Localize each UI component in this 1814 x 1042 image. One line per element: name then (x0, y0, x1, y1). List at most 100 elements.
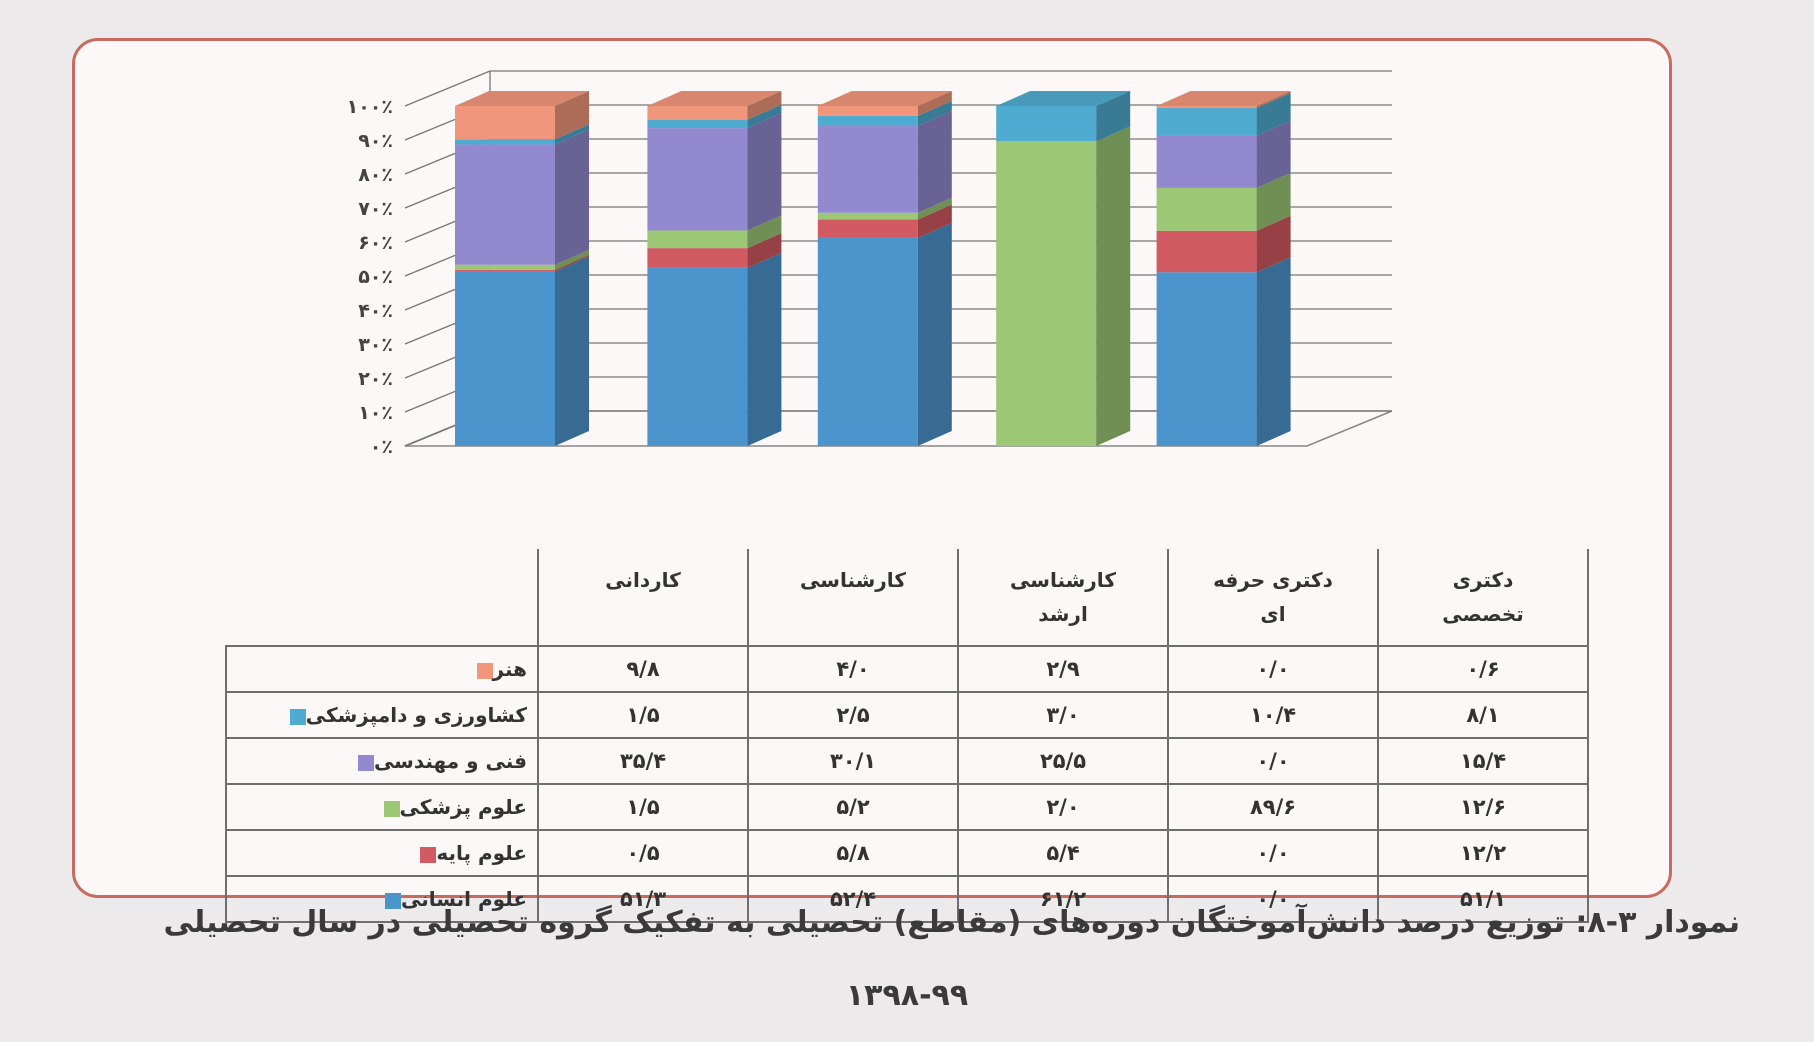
legend-label: فنی و مهندسی (373, 749, 527, 773)
y-tick-label: ۶۰٪ (358, 232, 393, 254)
y-tick-label: ۹۰٪ (358, 130, 393, 152)
bar-segment (817, 126, 918, 213)
bar-segment-side (917, 91, 952, 116)
table-cell-value: ۰/۶ (1377, 645, 1589, 693)
table-cell-value: ۱/۵ (537, 691, 749, 739)
bar-segment-side (555, 124, 589, 145)
table-cell-value: ۲/۹ (957, 645, 1169, 693)
table-cell-value: ۸/۱ (1377, 691, 1589, 739)
table-cell-value: ۱/۵ (537, 783, 749, 831)
y-tick-label: ۸۰٪ (358, 164, 393, 186)
table-cell-value: ۳۵/۴ (537, 737, 749, 785)
bar-segment (455, 264, 555, 270)
bar-segment (647, 128, 748, 231)
table-cell-value: ۰/۰ (1167, 645, 1379, 693)
table-cell-value: ۲/۰ (957, 783, 1169, 831)
legend-swatch (383, 800, 400, 817)
bar-segment-side (747, 252, 782, 446)
bar-top (1156, 91, 1291, 106)
y-tick-label: ۲۰٪ (358, 368, 393, 390)
legend-cell: فنی و مهندسی (225, 737, 539, 785)
bar-segment-side (1256, 257, 1291, 446)
category-header: کارشناسی (747, 549, 959, 647)
category-label: دکتری (1452, 568, 1514, 592)
legend-label: علوم پزشکی (399, 795, 527, 819)
bar-segment-side (917, 197, 952, 220)
bar-segment-side (555, 256, 589, 446)
bar-segment (647, 106, 748, 120)
bar-segment-side (917, 204, 952, 238)
bar-segment-side (1256, 91, 1291, 109)
table-cell-value: ۳۰/۱ (747, 737, 959, 785)
table-cell-value: ۵۱/۱ (1377, 875, 1589, 923)
stacked-bar-chart: ۰٪ ۱۰٪ ۲۰٪ ۳۰٪ ۴۰٪ ۵۰٪ ۶۰٪ ۷۰٪ ۸۰٪ ۹۰٪ ۱۰۰٪ (347, 70, 1393, 458)
bar-segment-side (747, 113, 782, 231)
table-row: علوم پزشکی ۱/۵ ۵/۲ ۲/۰ ۸۹/۶ ۱۲/۶ (225, 783, 1589, 831)
y-tick-label: ۱۰۰٪ (347, 96, 393, 118)
category-label: کارشناسی (800, 568, 906, 592)
table-cell-value: ۱۲/۶ (1377, 783, 1589, 831)
table-row: هنر ۹/۸ ۴/۰ ۲/۹ ۰/۰ ۰/۶ (225, 645, 1589, 693)
bar-segment (817, 219, 918, 238)
bar-segment-side (1256, 215, 1291, 273)
bar-segment-side (747, 233, 782, 268)
bar-segment (817, 212, 918, 220)
category-header: دکتری تخصصی (1377, 549, 1589, 647)
bar-segment (817, 115, 918, 127)
category-header: کاردانی (537, 549, 749, 647)
y-tick-label: ۷۰٪ (358, 198, 393, 220)
bar-segment (1156, 135, 1257, 188)
table-cell-value: ۲/۵ (747, 691, 959, 739)
bar-segment (1156, 106, 1257, 109)
bar-segment (817, 106, 918, 116)
bar-segment (817, 237, 918, 446)
category-header: کارشناسی ارشد (957, 549, 1169, 647)
legend-swatch (420, 846, 437, 863)
table-cell-value: ۰/۰ (1167, 829, 1379, 877)
bar-segment (455, 139, 555, 145)
category-label: دکتری حرفه (1213, 568, 1333, 592)
table-cell-value: ۴/۰ (747, 645, 959, 693)
bar-segment-side (1256, 172, 1291, 231)
legend-swatch (357, 754, 374, 771)
legend-swatch (385, 892, 402, 909)
table-cell-value: ۹/۸ (537, 645, 749, 693)
bar-segment-side (1256, 120, 1291, 188)
bar-segment-side (917, 222, 952, 446)
legend-cell: کشاورزی و دامپزشکی (225, 691, 539, 739)
table-cell-value: ۳/۰ (957, 691, 1169, 739)
category-label: کاردانی (605, 568, 681, 592)
bar-segment-side (555, 249, 589, 270)
legend-swatch (289, 708, 306, 725)
legend-label: علوم پایه (436, 841, 527, 865)
bar-segment (647, 267, 748, 446)
y-tick-label: ۴۰٪ (358, 300, 393, 322)
bar-segment-side (555, 254, 589, 272)
bar-segment-side (1096, 91, 1131, 142)
y-tick-label: ۳۰٪ (358, 334, 393, 356)
bar-segment-side (1096, 126, 1131, 447)
table-row: کشاورزی و دامپزشکی ۱/۵ ۲/۵ ۳/۰ ۱۰/۴ ۸/۱ (225, 691, 1589, 739)
bar-segment (455, 144, 555, 265)
table-cell-value: ۱۲/۲ (1377, 829, 1589, 877)
category-label: ارشد (1038, 602, 1088, 626)
bar-top (817, 91, 952, 106)
table-cell-value: ۰/۰ (1167, 875, 1379, 923)
bar-segment (1156, 230, 1257, 273)
table-row: فنی و مهندسی ۳۵/۴ ۳۰/۱ ۲۵/۵ ۰/۰ ۱۵/۴ (225, 737, 1589, 785)
bar-segment (455, 269, 555, 272)
bar-top (455, 91, 589, 106)
table-row: علوم پایه ۰/۵ ۵/۸ ۵/۴ ۰/۰ ۱۲/۲ (225, 829, 1589, 877)
category-label: کارشناسی (1010, 568, 1116, 592)
table-cell-value: ۵/۸ (747, 829, 959, 877)
table-cell-value: ۵۲/۴ (747, 875, 959, 923)
table-cell-value: ۸۹/۶ (1167, 783, 1379, 831)
legend-cell: علوم انسانی (225, 875, 539, 923)
bar-top (996, 91, 1131, 106)
table-cell-value: ۰/۵ (537, 829, 749, 877)
y-tick-label: ۰٪ (370, 436, 393, 458)
table-cell-value: ۵/۲ (747, 783, 959, 831)
bar-segment (1156, 272, 1257, 446)
chart-caption: نمودار ۳-۸: توزیع درصد دانش‌آموختگان دور… (163, 905, 1740, 940)
bar-segment-side (747, 91, 782, 120)
